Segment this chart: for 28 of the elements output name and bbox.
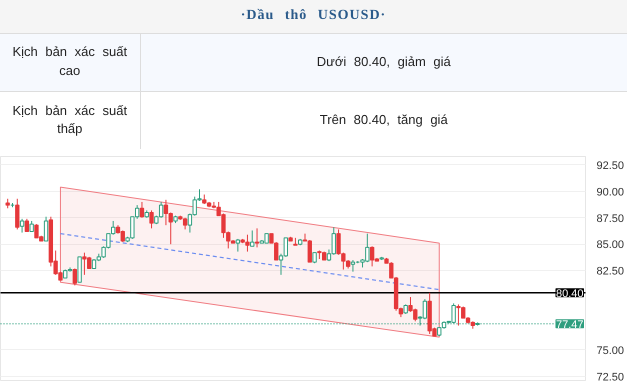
candlestick bbox=[6, 198, 10, 209]
candlestick bbox=[254, 228, 260, 248]
y-tick-label: 82.50 bbox=[596, 266, 624, 278]
text: Kịch bản xác suất thấp bbox=[0, 91, 140, 149]
candlestick bbox=[149, 210, 154, 229]
text: Trên 80.40, tăng giá bbox=[140, 91, 627, 149]
y-tick-label: 90.00 bbox=[596, 186, 624, 198]
text: Kịch bản xác suất cao bbox=[0, 33, 140, 91]
candlestick bbox=[312, 252, 317, 264]
y-tick-label: 85.00 bbox=[596, 239, 624, 252]
candlestick bbox=[350, 260, 356, 272]
y-tick-label: 75.00 bbox=[596, 344, 624, 357]
candlestick bbox=[24, 218, 30, 232]
candlestick bbox=[15, 198, 20, 230]
candlestick bbox=[20, 218, 24, 234]
ref-line-label: 77.47 bbox=[556, 318, 584, 331]
candlestick bbox=[44, 216, 48, 242]
y-tick-label: 72.50 bbox=[596, 371, 624, 384]
candlestick bbox=[72, 268, 77, 286]
y-tick-label: 87.50 bbox=[596, 212, 624, 225]
candlestick bbox=[29, 220, 34, 232]
candlestick bbox=[404, 304, 408, 314]
candlestick bbox=[250, 230, 254, 247]
y-tick-label: 92.50 bbox=[596, 160, 624, 172]
candlestick bbox=[236, 238, 240, 252]
text: Dưới 80.40, giảm giá bbox=[140, 33, 627, 91]
chart-title: ·Dầu thô USOUSD· bbox=[0, 0, 627, 33]
ref-line-label: 80.40 bbox=[556, 288, 584, 300]
